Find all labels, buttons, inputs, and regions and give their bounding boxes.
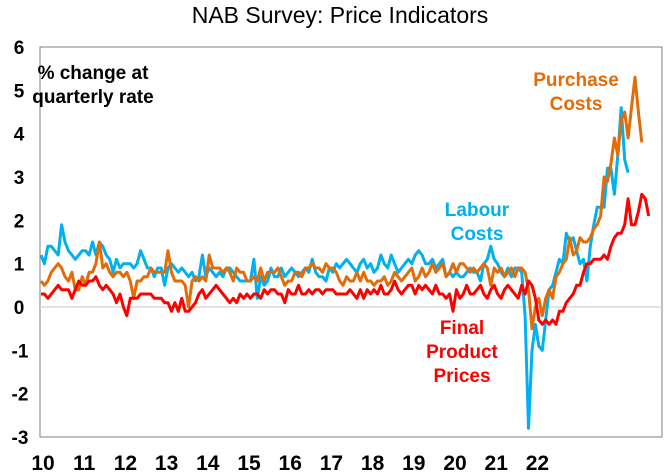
y-axis: 6 5 4 3 2 1 0 -1 -2 -3 bbox=[12, 38, 29, 449]
final-product-prices-label-line2: Product bbox=[426, 342, 498, 363]
x-tick-label: 18 bbox=[361, 452, 385, 475]
y-tick-label: 0 bbox=[14, 298, 25, 319]
y-tick-label: 5 bbox=[14, 81, 25, 102]
units-annotation-line2: quarterly rate bbox=[32, 87, 153, 108]
units-annotation-line1: % change at bbox=[38, 63, 150, 84]
series-line-purchase-costs bbox=[39, 75, 644, 331]
y-tick-label: 2 bbox=[14, 211, 25, 232]
x-tick-label: 21 bbox=[485, 452, 509, 475]
final-product-prices-label-line1: Final bbox=[440, 318, 484, 339]
purchase-costs-label-line2: Costs bbox=[550, 94, 603, 115]
x-tick-label: 16 bbox=[279, 452, 302, 475]
x-tick-label: 12 bbox=[114, 452, 137, 475]
chart-title: NAB Survey: Price Indicators bbox=[192, 2, 489, 28]
x-tick-label: 13 bbox=[155, 452, 178, 475]
x-tick-label: 14 bbox=[196, 452, 220, 475]
labour-costs-label-line2: Costs bbox=[451, 224, 504, 245]
final-product-prices-label-line3: Prices bbox=[433, 366, 490, 387]
series-lines bbox=[39, 75, 651, 430]
y-tick-label: -2 bbox=[12, 385, 29, 406]
x-tick-label: 22 bbox=[526, 452, 549, 475]
x-tick-label: 17 bbox=[320, 452, 343, 475]
y-tick-label: 3 bbox=[14, 168, 25, 189]
y-tick-label: -1 bbox=[12, 341, 29, 362]
y-tick-label: 4 bbox=[14, 125, 25, 146]
x-tick-label: 15 bbox=[237, 452, 261, 475]
x-axis: 10 11 12 13 14 15 16 17 18 19 20 21 22 bbox=[31, 452, 549, 475]
purchase-costs-label-line1: Purchase bbox=[533, 70, 619, 91]
y-tick-label: -3 bbox=[12, 428, 29, 449]
x-tick-label: 10 bbox=[31, 452, 54, 475]
x-tick-label: 20 bbox=[443, 452, 466, 475]
y-tick-label: 6 bbox=[14, 38, 25, 59]
x-tick-label: 11 bbox=[73, 452, 96, 475]
series-line-final-product-prices bbox=[41, 192, 651, 326]
y-tick-label: 1 bbox=[14, 255, 25, 276]
labour-costs-label-line1: Labour bbox=[445, 200, 510, 221]
x-tick-label: 19 bbox=[402, 452, 425, 475]
plot-area bbox=[39, 46, 663, 438]
